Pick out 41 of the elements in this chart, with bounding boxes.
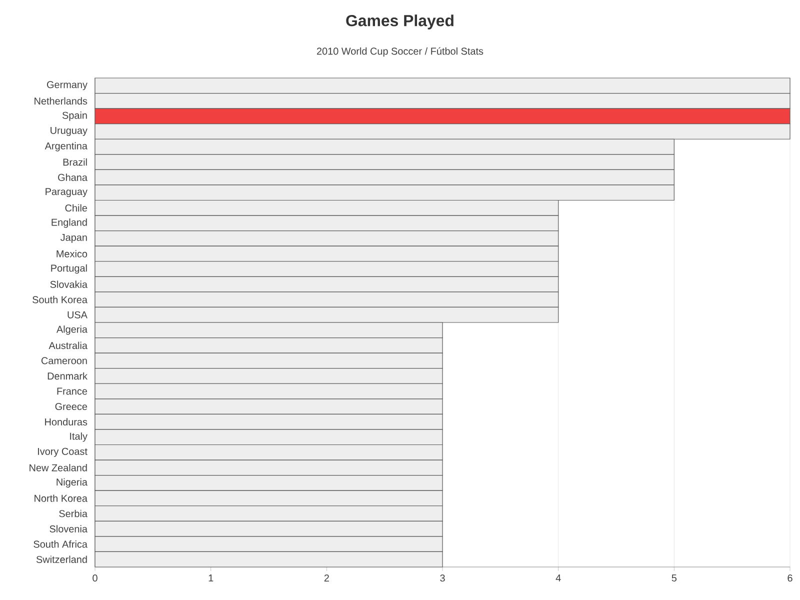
y-tick-label: Spain xyxy=(62,112,87,121)
x-tick-label: 3 xyxy=(440,574,445,582)
y-tick-label: Switzerland xyxy=(36,556,87,564)
y-tick-label: North Korea xyxy=(34,494,88,502)
y-tick-label: England xyxy=(52,218,87,228)
y-tick-label: Honduras xyxy=(45,418,88,426)
y-tick-label: USA xyxy=(68,311,88,318)
y-tick-label: Portugal xyxy=(51,264,87,274)
x-tick-label: 5 xyxy=(672,574,677,582)
y-tick-label: Uruguay xyxy=(50,127,88,136)
y-tick-label: New Zealand xyxy=(30,464,87,472)
y-tick-label: Japan xyxy=(60,234,87,243)
y-tick-label: Paraguay xyxy=(46,188,88,198)
y-tick-label: Nigeria xyxy=(56,478,88,488)
y-tick-label: Greece xyxy=(55,403,88,410)
y-tick-label: Italy xyxy=(70,432,88,442)
y-tick-label: Australia xyxy=(48,342,88,350)
chart-subtitle: 2010 World Cup Soccer / Fútbol Stats xyxy=(316,47,484,57)
chart-title: Games Played xyxy=(346,14,454,30)
y-tick-label: South Korea xyxy=(32,296,88,304)
y-tick-label: Germany xyxy=(47,81,88,90)
x-tick-label: 6 xyxy=(788,574,792,582)
y-tick-label: Netherlands xyxy=(34,97,88,105)
x-tick-label: 2 xyxy=(324,574,329,582)
y-tick-label: Chile xyxy=(65,204,88,212)
y-tick-label: Mexico xyxy=(56,250,88,258)
y-tick-label: France xyxy=(57,388,88,395)
y-tick-label: South Africa xyxy=(34,540,88,548)
x-tick-label: 0 xyxy=(92,574,98,582)
y-tick-label: Cameroon xyxy=(41,357,87,364)
y-tick-label: Slovenia xyxy=(50,525,88,532)
y-tick-label: Serbia xyxy=(59,510,88,518)
y-tick-label: Brazil xyxy=(63,158,87,166)
y-tick-label: Denmark xyxy=(48,372,88,380)
y-tick-label: Slovakia xyxy=(50,280,88,288)
x-tick-label: 1 xyxy=(208,574,214,582)
x-tick-label: 4 xyxy=(556,574,561,582)
y-tick-label: Algeria xyxy=(56,325,88,335)
y-tick-label: Argentina xyxy=(44,142,88,152)
y-tick-label: Ghana xyxy=(58,174,88,181)
y-tick-label: Ivory Coast xyxy=(38,448,88,457)
